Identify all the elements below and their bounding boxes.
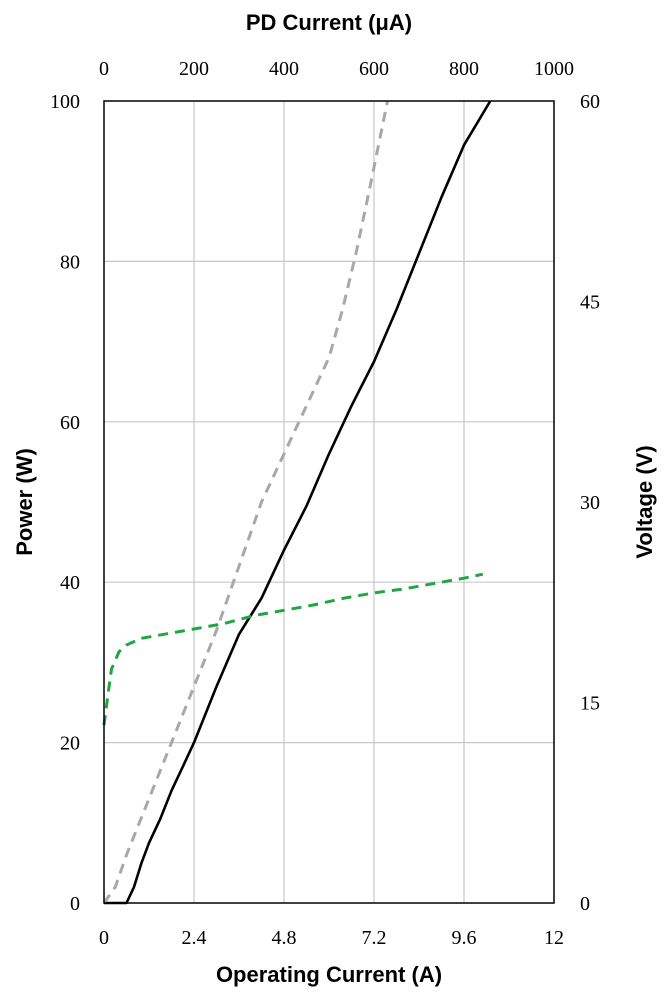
y2-tick-label: 30 [580, 492, 600, 514]
y-axis-title: Power (W) [12, 448, 37, 556]
x2-tick-label: 1000 [534, 58, 574, 80]
y-tick-label: 60 [60, 412, 80, 434]
series-line-2 [102, 100, 389, 904]
x-tick-label: 4.8 [272, 927, 297, 949]
gridlines [104, 101, 554, 903]
y-tick-label: 0 [70, 893, 80, 915]
x-tick-label: 0 [99, 927, 109, 949]
x-axis-title: Operating Current (A) [216, 962, 442, 987]
y2-tick-label: 45 [580, 292, 600, 314]
y-tick-label: 40 [60, 572, 80, 594]
y-tick-label: 80 [60, 251, 80, 273]
x2-tick-label: 200 [179, 58, 209, 80]
plot-frame [103, 100, 555, 904]
y2-tick-label: 0 [580, 893, 590, 915]
x-tick-label: 2.4 [182, 927, 207, 949]
x-tick-label: 7.2 [362, 927, 387, 949]
x2-tick-label: 400 [269, 58, 299, 80]
x2-tick-label: 800 [449, 58, 479, 80]
series-line-1 [104, 100, 492, 905]
y2-tick-label: 15 [580, 693, 600, 715]
x-tick-label: 12 [544, 927, 564, 949]
series-group [102, 100, 492, 905]
tick-labels: 0 2.4 4.8 7.2 9.6 120 200 400 600 800 100002040608… [50, 58, 600, 949]
series-line-3 [102, 572, 484, 726]
x2-tick-label: 0 [99, 58, 109, 80]
y2-axis-title: Voltage (V) [632, 445, 657, 558]
x-tick-label: 9.6 [452, 927, 477, 949]
x2-tick-label: 600 [359, 58, 389, 80]
y-tick-label: 100 [50, 91, 80, 113]
x2-axis-title: PD Current (μA) [246, 10, 412, 35]
y-tick-label: 20 [60, 733, 80, 755]
y2-tick-label: 60 [580, 91, 600, 113]
